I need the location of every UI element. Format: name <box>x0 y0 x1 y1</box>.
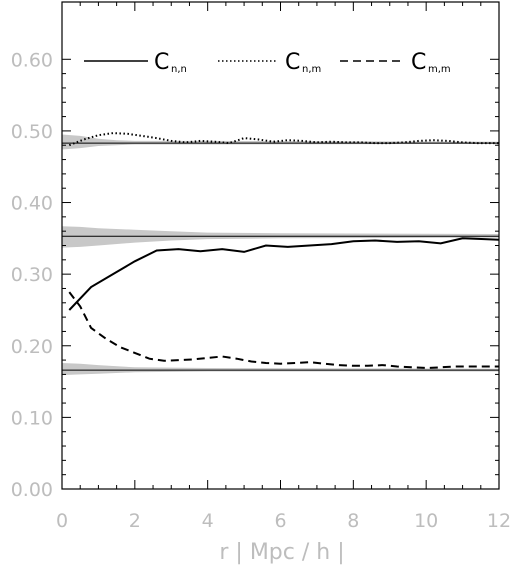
x-tick-label: 12 <box>487 510 511 532</box>
series-line-m-m <box>68 291 499 370</box>
y-tick-label: 0.20 <box>11 336 53 358</box>
x-axis-title: r | Mpc / h | <box>219 540 344 565</box>
confidence-band-1 <box>62 134 499 150</box>
confidence-band-3 <box>62 363 499 376</box>
y-tick-label: 0.30 <box>11 264 53 286</box>
reference-lines <box>62 142 499 371</box>
legend-label-n-n: C <box>154 50 169 75</box>
y-tick-label: 0.10 <box>11 407 53 429</box>
legend-label-n-m: C <box>285 50 300 75</box>
x-tick-label: 0 <box>56 510 68 532</box>
axis-ticks: 0 2 4 6 8 10 12 0.00 0.10 0.20 0.30 0.40 0.50 0.60 <box>11 2 511 532</box>
legend-subscript-n-m: n,m <box>302 64 321 75</box>
y-tick-label: 0.40 <box>11 193 53 215</box>
series-line-n-m <box>68 132 499 147</box>
legend-label-m-m: C <box>411 50 426 75</box>
x-tick-label: 8 <box>347 510 359 532</box>
series-line-n-n <box>68 237 500 311</box>
x-tick-label: 6 <box>274 510 286 532</box>
y-tick-label: 0.60 <box>11 49 53 71</box>
x-tick-label: 10 <box>414 510 438 532</box>
legend-subscript-m-m: m,m <box>428 64 451 75</box>
confidence-band-2 <box>62 226 499 248</box>
legend-subscript-n-n: n,n <box>171 64 187 75</box>
confidence-bands <box>62 134 499 376</box>
x-tick-label: 4 <box>202 510 214 532</box>
data-series <box>68 132 500 370</box>
x-tick-label: 2 <box>129 510 141 532</box>
y-tick-label: 0.00 <box>11 479 53 501</box>
y-tick-label: 0.50 <box>11 121 53 143</box>
